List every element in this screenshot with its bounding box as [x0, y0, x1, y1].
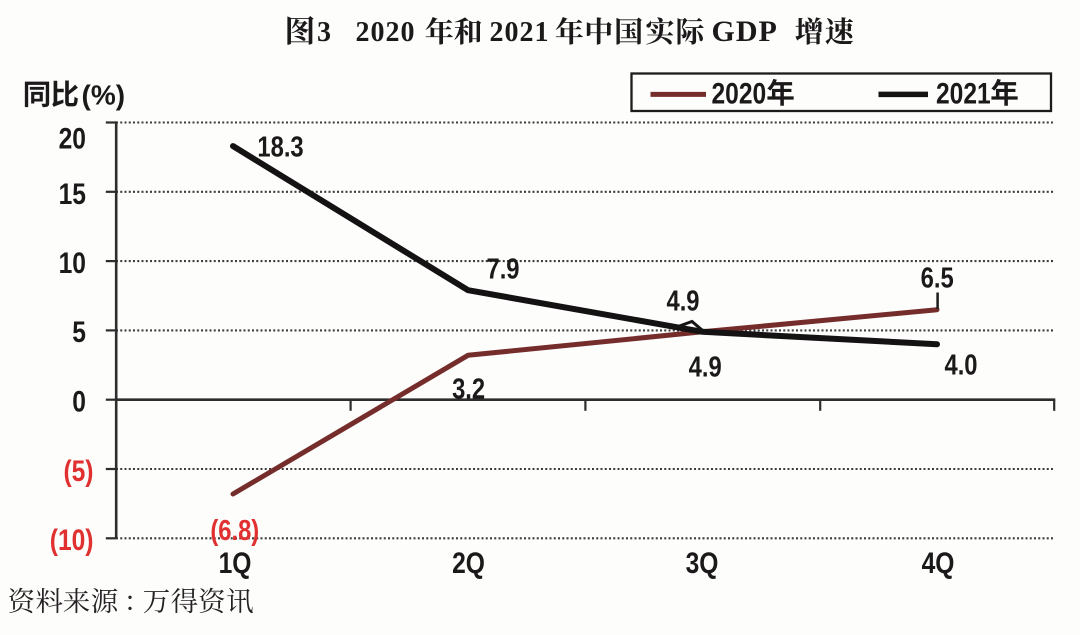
- svg-text:(%): (%): [82, 80, 126, 111]
- svg-text:3.2: 3.2: [452, 372, 485, 405]
- svg-text:4.9: 4.9: [666, 284, 699, 317]
- svg-text:2021: 2021: [936, 76, 991, 110]
- svg-text:6.5: 6.5: [921, 261, 954, 294]
- svg-text:1Q: 1Q: [219, 546, 252, 580]
- svg-text:3Q: 3Q: [686, 546, 719, 580]
- svg-text:7.9: 7.9: [486, 252, 519, 285]
- svg-text:0: 0: [72, 384, 86, 418]
- svg-text:4.9: 4.9: [689, 350, 722, 383]
- svg-text:2Q: 2Q: [452, 546, 485, 580]
- svg-text:(10): (10): [50, 523, 94, 557]
- svg-text:(6.8): (6.8): [210, 514, 259, 547]
- svg-text:4.0: 4.0: [944, 348, 977, 381]
- svg-text:20: 20: [59, 121, 86, 155]
- svg-text:(5): (5): [63, 454, 93, 488]
- svg-text:15: 15: [59, 177, 86, 211]
- svg-text:2020: 2020: [712, 76, 767, 110]
- svg-text:2020: 2020: [356, 17, 416, 48]
- svg-text:4Q: 4Q: [922, 546, 955, 580]
- svg-text:18.3: 18.3: [257, 130, 303, 163]
- svg-text:5: 5: [72, 315, 86, 349]
- svg-text:10: 10: [59, 246, 86, 280]
- svg-text:GDP: GDP: [712, 15, 778, 48]
- svg-text:3: 3: [317, 17, 331, 48]
- svg-text:2021: 2021: [490, 17, 550, 48]
